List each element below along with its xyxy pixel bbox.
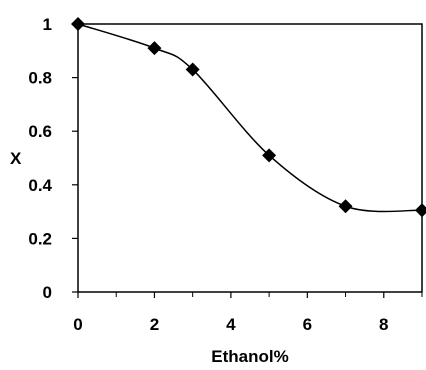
series-line: [77, 23, 423, 213]
x-tick-label: 4: [226, 315, 236, 334]
plot-frame: [77, 23, 423, 293]
data-point-diamond: [71, 17, 85, 31]
x-axis: 0 2 4 6 8: [73, 292, 423, 334]
x-tick-label: 8: [379, 315, 388, 334]
y-axis-label: X: [10, 149, 22, 168]
data-point-diamond: [147, 41, 162, 56]
y-tick-label: 0.8: [28, 69, 52, 88]
y-axis: 0 0.2 0.4 0.6 0.8 1: [28, 15, 78, 302]
x-tick-label: 2: [150, 315, 159, 334]
y-tick-label: 0.2: [28, 229, 52, 248]
x-axis-label: Ethanol%: [211, 347, 288, 366]
x-tick-label: 6: [303, 315, 312, 334]
y-tick-label: 0.4: [28, 176, 52, 195]
y-tick-label: 0.6: [28, 122, 52, 141]
y-tick-label: 1: [43, 15, 52, 34]
plot-area: [77, 23, 423, 293]
data-point-diamond: [185, 62, 200, 77]
data-point-diamond: [262, 148, 277, 163]
x-tick-label: 0: [73, 315, 82, 334]
series-markers: [71, 17, 426, 218]
data-point-diamond: [338, 199, 353, 214]
y-tick-label: 0: [43, 283, 52, 302]
data-point-diamond: [415, 203, 426, 218]
